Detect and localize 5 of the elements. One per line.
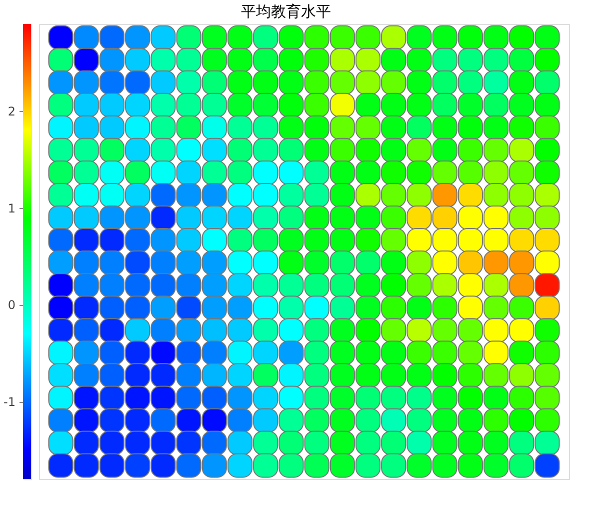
color-bar-label: -1: [4, 395, 16, 410]
chart-title: 平均教育水平: [241, 2, 332, 20]
color-bar-label: 2: [8, 104, 16, 119]
color-bar-label: 1: [8, 201, 16, 216]
color-bar-label: 0: [8, 298, 16, 312]
